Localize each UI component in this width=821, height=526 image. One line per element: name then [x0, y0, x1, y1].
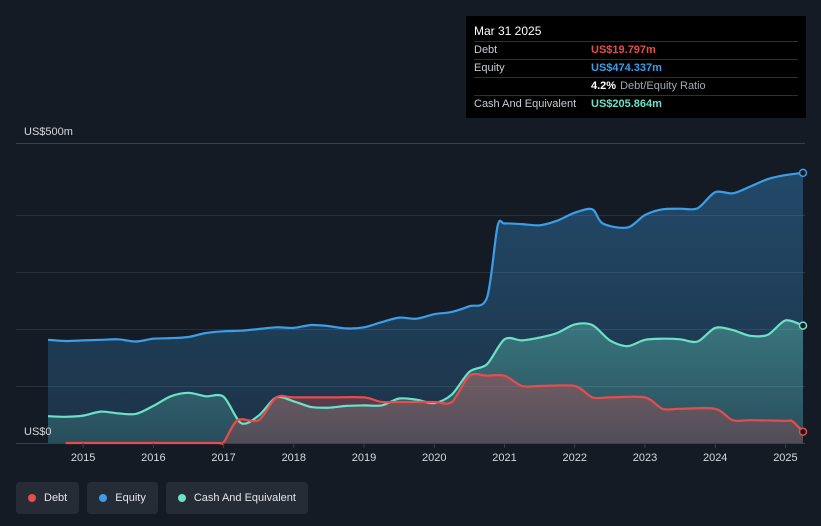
legend-dot-debt [28, 494, 36, 502]
tooltip-equity-value: US$474.337m [591, 62, 662, 74]
x-tick-label-2022: 2022 [563, 452, 587, 464]
legend-label-debt: Debt [44, 492, 68, 504]
legend-dot-cash [177, 494, 186, 502]
tooltip-cash-value: US$205.864m [591, 98, 662, 110]
series-end-markers [798, 168, 808, 436]
legend-dot-equity [99, 494, 108, 502]
x-tick-label-2018: 2018 [282, 452, 306, 464]
tooltip-debt-value: US$19.797m [591, 44, 656, 56]
data-tooltip: Mar 31 2025 Debt US$19.797m Equity US$47… [466, 16, 806, 118]
x-tick-label-2025: 2025 [773, 452, 797, 464]
tooltip-row-cash: Cash And Equivalent US$205.864m [474, 95, 798, 113]
tooltip-cash-label: Cash And Equivalent [474, 98, 577, 110]
x-tick-label-2024: 2024 [703, 452, 727, 464]
tooltip-debt-label: Debt [474, 44, 498, 56]
line-equity [47, 171, 804, 343]
x-axis: 2015 2016 2017 2018 2019 2020 2021 2022 2023 2024… [71, 443, 798, 464]
x-tick-label-2020: 2020 [422, 452, 446, 464]
tooltip-ratio-value: 4.2% [591, 80, 617, 92]
x-tick-label-2021: 2021 [492, 452, 516, 464]
end-marker-cash-and-equivalent [798, 321, 808, 330]
chart-legend: Debt Equity Cash And Equivalent [16, 482, 308, 514]
series-lines [47, 171, 804, 446]
y-axis-bottom-label: US$0 [24, 426, 52, 438]
x-tick-label-2016: 2016 [141, 452, 165, 464]
end-marker-equity [798, 168, 808, 178]
tooltip-row-debt: Debt US$19.797m [474, 41, 798, 59]
y-axis-top-label: US$500m [24, 126, 73, 138]
x-tick-label-2023: 2023 [633, 452, 657, 464]
tooltip-ratio-unit: Debt/Equity Ratio [620, 80, 706, 92]
legend-item-debt[interactable]: Debt [16, 482, 80, 514]
area-debt [65, 373, 804, 445]
line-debt [65, 372, 804, 446]
x-tick-label-2019: 2019 [352, 452, 376, 464]
legend-item-equity[interactable]: Equity [87, 482, 158, 514]
legend-item-cash[interactable]: Cash And Equivalent [165, 482, 308, 514]
tooltip-row-ratio: 4.2% Debt/Equity Ratio [474, 77, 798, 95]
tooltip-equity-label: Equity [474, 62, 505, 74]
tooltip-date: Mar 31 2025 [474, 24, 542, 38]
tooltip-ratio-label [474, 78, 591, 95]
series-areas [48, 172, 804, 445]
x-tick-label-2015: 2015 [71, 452, 95, 464]
legend-label-cash: Cash And Equivalent [193, 492, 296, 504]
legend-label-equity: Equity [115, 492, 146, 504]
tooltip-row-equity: Equity US$474.337m [474, 59, 798, 77]
end-marker-debt [798, 427, 808, 436]
x-tick-label-2017: 2017 [211, 452, 235, 464]
